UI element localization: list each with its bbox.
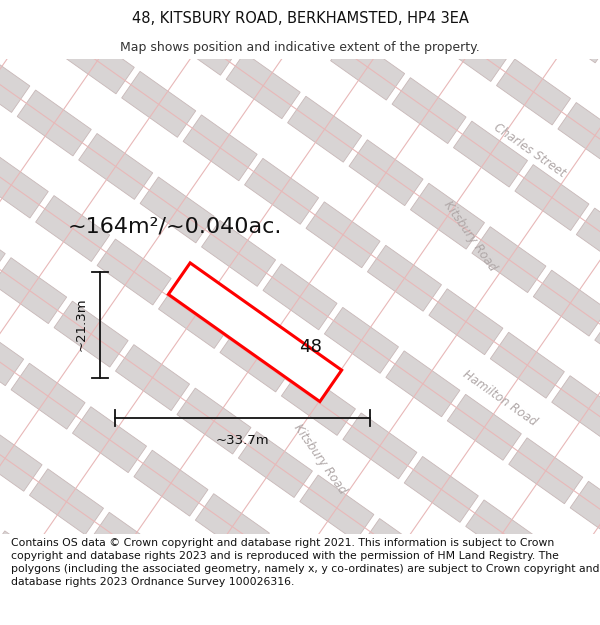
Polygon shape <box>410 183 485 249</box>
Text: ~33.7m: ~33.7m <box>215 434 269 447</box>
Text: Kitsbury Road: Kitsbury Road <box>291 421 349 496</box>
Polygon shape <box>263 264 337 330</box>
Polygon shape <box>287 96 362 162</box>
Polygon shape <box>91 512 165 578</box>
Polygon shape <box>429 289 503 355</box>
Polygon shape <box>35 196 110 261</box>
Polygon shape <box>306 202 380 268</box>
Polygon shape <box>226 52 300 119</box>
Text: Hamilton Road: Hamilton Road <box>460 368 539 428</box>
Polygon shape <box>269 0 343 57</box>
Polygon shape <box>73 407 146 472</box>
Polygon shape <box>447 394 521 460</box>
Polygon shape <box>177 388 251 454</box>
Polygon shape <box>257 537 331 603</box>
Polygon shape <box>11 363 85 429</box>
Polygon shape <box>367 245 442 311</box>
Text: Kitsbury Road: Kitsbury Road <box>441 199 499 274</box>
Polygon shape <box>54 301 128 367</box>
Polygon shape <box>29 469 104 535</box>
Text: Contains OS data © Crown copyright and database right 2021. This information is : Contains OS data © Crown copyright and d… <box>11 538 599 587</box>
Polygon shape <box>238 432 313 498</box>
Polygon shape <box>533 270 600 336</box>
Polygon shape <box>343 413 417 479</box>
Polygon shape <box>422 562 497 625</box>
Polygon shape <box>17 90 91 156</box>
Text: 48, KITSBURY ROAD, BERKHAMSTED, HP4 3EA: 48, KITSBURY ROAD, BERKHAMSTED, HP4 3EA <box>131 11 469 26</box>
Polygon shape <box>472 227 546 292</box>
Polygon shape <box>361 519 436 584</box>
Polygon shape <box>0 320 23 386</box>
Polygon shape <box>0 152 48 218</box>
Text: Charles Street: Charles Street <box>492 121 568 180</box>
Polygon shape <box>349 140 423 206</box>
Polygon shape <box>539 0 600 63</box>
Polygon shape <box>0 426 42 491</box>
Polygon shape <box>404 456 478 522</box>
Polygon shape <box>595 314 600 379</box>
Polygon shape <box>169 263 341 402</box>
Polygon shape <box>245 158 319 224</box>
Polygon shape <box>570 481 600 548</box>
Polygon shape <box>115 344 190 411</box>
Polygon shape <box>103 0 178 32</box>
Text: ~164m²/~0.040ac.: ~164m²/~0.040ac. <box>68 216 283 236</box>
Polygon shape <box>527 543 600 609</box>
Polygon shape <box>122 71 196 138</box>
Polygon shape <box>515 164 589 231</box>
Polygon shape <box>552 376 600 442</box>
Polygon shape <box>158 282 233 349</box>
Polygon shape <box>0 531 61 597</box>
Polygon shape <box>97 239 171 305</box>
Polygon shape <box>0 0 73 51</box>
Polygon shape <box>196 494 269 559</box>
Polygon shape <box>392 78 466 144</box>
Polygon shape <box>134 450 208 516</box>
Polygon shape <box>0 258 67 324</box>
Polygon shape <box>220 326 294 392</box>
Polygon shape <box>300 475 374 541</box>
Polygon shape <box>140 177 214 243</box>
Polygon shape <box>490 332 565 398</box>
Polygon shape <box>325 308 398 373</box>
Polygon shape <box>0 214 5 280</box>
Polygon shape <box>152 556 226 622</box>
Polygon shape <box>331 34 404 100</box>
Polygon shape <box>577 208 600 274</box>
Polygon shape <box>281 369 355 436</box>
Polygon shape <box>558 102 600 168</box>
Text: 48: 48 <box>299 338 322 356</box>
Polygon shape <box>435 16 509 81</box>
Polygon shape <box>183 115 257 181</box>
Polygon shape <box>202 221 275 286</box>
Polygon shape <box>0 46 30 112</box>
Polygon shape <box>79 134 153 199</box>
Polygon shape <box>496 59 571 125</box>
Polygon shape <box>386 351 460 417</box>
Polygon shape <box>509 438 583 504</box>
Text: Map shows position and indicative extent of the property.: Map shows position and indicative extent… <box>120 41 480 54</box>
Polygon shape <box>60 28 134 94</box>
Polygon shape <box>454 121 527 187</box>
Polygon shape <box>374 0 448 38</box>
Polygon shape <box>164 9 239 75</box>
Polygon shape <box>466 500 540 566</box>
Text: ~21.3m: ~21.3m <box>75 298 88 351</box>
